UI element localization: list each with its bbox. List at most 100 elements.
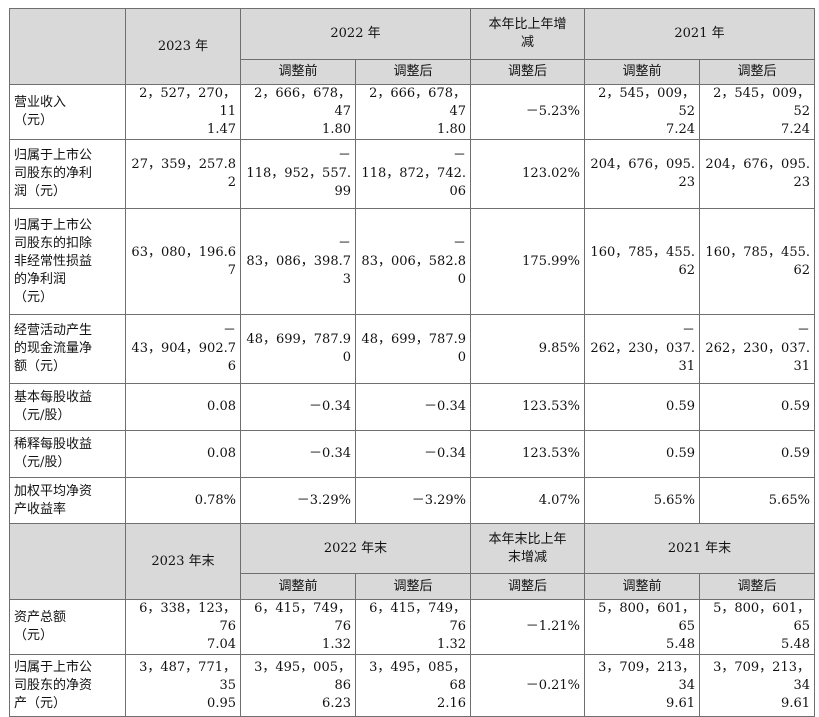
value-change: －0.21% xyxy=(470,654,585,717)
row-label: 归属于上市公 司股东的净资 产（元） xyxy=(9,654,126,717)
table-row: 归属于上市公 司股东的净利 润（元） 27，359，257.8 2 － 118，95… xyxy=(9,139,815,209)
value-2022-after: 2，666，678，47 1.80 xyxy=(355,84,471,140)
row-label: 基本每股收益 （元/股） xyxy=(9,383,126,431)
value-2023: 0.08 xyxy=(125,383,241,431)
value-change: 9.85% xyxy=(470,314,585,384)
value-2022-after: 6，415，749，76 1.32 xyxy=(355,599,471,655)
value-change: －5.23% xyxy=(470,84,585,140)
value-change: 123.02% xyxy=(470,139,585,209)
value-2022-after: 48，699，787.9 0 xyxy=(355,314,471,384)
value-change: 123.53% xyxy=(470,430,585,478)
table-row: 基本每股收益 （元/股） 0.08 －0.34 －0.34 123.53% 0.59 0.5… xyxy=(9,383,815,431)
section1-header-row: 2023 年 2022 年 本年比上年增 减 2021 年 xyxy=(9,8,815,85)
value-2022-before: 3，495，005，86 6.23 xyxy=(240,654,356,717)
value-2021-before: 204，676，095. 23 xyxy=(584,139,700,209)
value-2021-after: 5.65% xyxy=(699,477,815,524)
section1-subheader-row: 调整前 调整后 调整后 调整前 调整后 xyxy=(10,59,815,85)
value-2022-before: －3.29% xyxy=(240,477,356,524)
header-2022-end-group: 2022 年末 xyxy=(240,523,471,574)
header-2023: 2023 年 xyxy=(125,8,241,85)
value-2021-after: 5，800，601，65 5.48 xyxy=(699,599,815,655)
value-2021-before: － 262，230，037. 31 xyxy=(584,314,700,384)
value-2023: 6，338，123，76 7.04 xyxy=(125,599,241,655)
value-2023: 63，080，196.6 7 xyxy=(125,208,241,315)
financial-data-table: 2023 年 2022 年 本年比上年增 减 2021 年 调整前 调整后 调整… xyxy=(9,8,815,717)
header-2022-end-after: 调整后 xyxy=(355,573,471,600)
value-2022-before: －0.34 xyxy=(240,383,356,431)
table-row: 归属于上市公 司股东的净资 产（元） 3，487，771，35 0.95 3，495… xyxy=(9,654,815,717)
row-label: 加权平均净资 产收益率 xyxy=(9,477,126,524)
value-2023: 0.78% xyxy=(125,477,241,524)
value-2021-after: 204，676，095. 23 xyxy=(699,139,815,209)
section1-body: 营业收入 （元） 2，527，270，11 1.47 2，666，678，47 1.… xyxy=(9,84,815,524)
value-2021-before: 0.59 xyxy=(584,430,700,478)
value-change: －1.21% xyxy=(470,599,585,655)
section2-subheader-row: 调整前 调整后 调整后 调整前 调整后 xyxy=(10,573,815,600)
value-2021-after: 2，545，009，52 7.24 xyxy=(699,84,815,140)
value-2022-after: － 118，872，742. 06 xyxy=(355,139,471,209)
value-2022-before: 48，699，787.9 0 xyxy=(240,314,356,384)
value-2023: 0.08 xyxy=(125,430,241,478)
value-2022-before: － 118，952，557. 99 xyxy=(240,139,356,209)
value-2022-after: －3.29% xyxy=(355,477,471,524)
row-label: 经营活动产生 的现金流量净 额（元） xyxy=(9,314,126,384)
value-2023: 3，487，771，35 0.95 xyxy=(125,654,241,717)
header-2022-group: 2022 年 xyxy=(240,8,471,60)
header-change-after: 调整后 xyxy=(470,59,585,85)
header-yoy-end-change: 本年末比上年 末增减 xyxy=(470,523,585,574)
value-change: 123.53% xyxy=(470,383,585,431)
row-label: 营业收入 （元） xyxy=(9,84,126,140)
value-2022-before: 6，415，749，76 1.32 xyxy=(240,599,356,655)
value-2022-after: 3，495，085，68 2.16 xyxy=(355,654,471,717)
table-row: 营业收入 （元） 2，527，270，11 1.47 2，666，678，47 1.… xyxy=(9,84,815,140)
value-2023: 2，527，270，11 1.47 xyxy=(125,84,241,140)
section2-header-row: 2023 年末 2022 年末 本年末比上年 末增减 2021 年末 xyxy=(9,523,815,600)
value-2021-before: 2，545，009，52 7.24 xyxy=(584,84,700,140)
header-2022-before: 调整前 xyxy=(240,59,356,85)
header-2022-end-before: 调整前 xyxy=(240,573,356,600)
value-2022-after: －0.34 xyxy=(355,383,471,431)
value-2021-before: 5.65% xyxy=(584,477,700,524)
value-2021-after: 0.59 xyxy=(699,383,815,431)
value-2021-after: 3，709，213，34 9.61 xyxy=(699,654,815,717)
value-change: 4.07% xyxy=(470,477,585,524)
header-2023-end: 2023 年末 xyxy=(125,523,241,600)
value-2021-after: － 262，230，037. 31 xyxy=(699,314,815,384)
row-label: 归属于上市公 司股东的净利 润（元） xyxy=(9,139,126,209)
section2-head: 2023 年末 2022 年末 本年末比上年 末增减 2021 年末 调整前 调… xyxy=(9,523,815,600)
value-2022-after: － 83，006，582.8 0 xyxy=(355,208,471,315)
header-empty-corner xyxy=(9,523,126,600)
section2-body: 资产总额 （元） 6，338，123，76 7.04 6，415，749，76 1.… xyxy=(9,599,815,717)
value-2021-after: 0.59 xyxy=(699,430,815,478)
table-row: 稀释每股收益 （元/股） 0.08 －0.34 －0.34 123.53% 0.59 0.5… xyxy=(9,430,815,478)
value-change: 175.99% xyxy=(470,208,585,315)
value-2021-before: 160，785，455. 62 xyxy=(584,208,700,315)
header-2021-end-before: 调整前 xyxy=(584,573,700,600)
header-end-change-after: 调整后 xyxy=(470,573,585,600)
header-2021-end-group: 2021 年末 xyxy=(584,523,815,574)
value-2023: － 43，904，902.7 6 xyxy=(125,314,241,384)
header-2021-after: 调整后 xyxy=(699,59,815,85)
row-label: 归属于上市公 司股东的扣除 非经常性损益 的净利润 （元） xyxy=(9,208,126,315)
header-2022-after: 调整后 xyxy=(355,59,471,85)
value-2022-after: －0.34 xyxy=(355,430,471,478)
value-2021-before: 5，800，601，65 5.48 xyxy=(584,599,700,655)
value-2021-after: 160，785，455. 62 xyxy=(699,208,815,315)
value-2023: 27，359，257.8 2 xyxy=(125,139,241,209)
value-2022-before: －0.34 xyxy=(240,430,356,478)
row-label: 资产总额 （元） xyxy=(9,599,126,655)
row-label: 稀释每股收益 （元/股） xyxy=(9,430,126,478)
table-row: 加权平均净资 产收益率 0.78% －3.29% －3.29% 4.07% 5.65% 5.… xyxy=(9,477,815,524)
header-2021-group: 2021 年 xyxy=(584,8,815,60)
value-2021-before: 0.59 xyxy=(584,383,700,431)
header-yoy-change: 本年比上年增 减 xyxy=(470,8,585,60)
table-row: 归属于上市公 司股东的扣除 非经常性损益 的净利润 （元） 63，080，196.… xyxy=(9,208,815,315)
value-2022-before: 2，666，678，47 1.80 xyxy=(240,84,356,140)
header-empty-corner xyxy=(9,8,126,85)
value-2021-before: 3，709，213，34 9.61 xyxy=(584,654,700,717)
header-2021-before: 调整前 xyxy=(584,59,700,85)
header-2021-end-after: 调整后 xyxy=(699,573,815,600)
table-row: 资产总额 （元） 6，338，123，76 7.04 6，415，749，76 1.… xyxy=(9,599,815,655)
value-2022-before: － 83，086，398.7 3 xyxy=(240,208,356,315)
table-row: 经营活动产生 的现金流量净 额（元）－ 43，904，902.7 6 48，699… xyxy=(9,314,815,384)
